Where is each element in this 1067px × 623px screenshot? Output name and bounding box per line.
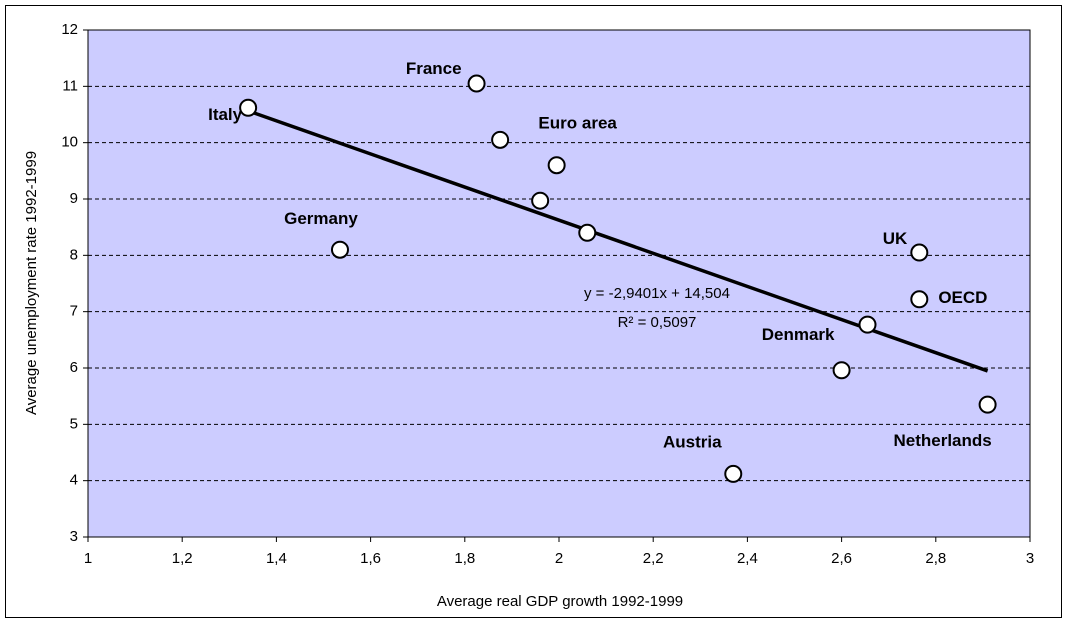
point — [239, 98, 258, 117]
point — [832, 361, 851, 380]
point — [978, 395, 997, 414]
y-tick-label: 5 — [70, 415, 78, 432]
x-axis-title: Average real GDP growth 1992-1999 — [437, 593, 683, 610]
x-tick-label: 1,8 — [454, 550, 475, 567]
point — [531, 191, 550, 210]
y-tick-label: 9 — [70, 190, 78, 207]
x-tick-label: 1 — [84, 550, 92, 567]
y-tick-label: 7 — [70, 303, 78, 320]
y-tick-label: 12 — [61, 21, 78, 38]
point — [858, 315, 877, 334]
point — [491, 130, 510, 149]
point — [724, 464, 743, 483]
x-tick-label: 1,2 — [172, 550, 193, 567]
x-tick-label: 2,6 — [831, 550, 852, 567]
trend-equation: y = -2,9401x + 14,504 — [584, 285, 730, 302]
point-label: OECD — [938, 288, 987, 307]
point — [910, 290, 929, 309]
point-label: Netherlands — [893, 431, 991, 450]
x-tick-label: 1,6 — [360, 550, 381, 567]
y-tick-label: 11 — [62, 77, 78, 94]
point-label: Germany — [284, 209, 358, 228]
x-tick-label: 2,2 — [643, 550, 664, 567]
point — [910, 243, 929, 262]
y-axis-title: Average unemployment rate 1992-1999 — [23, 151, 40, 415]
point — [547, 156, 566, 175]
trend-r-squared: R² = 0,5097 — [618, 314, 697, 331]
y-tick-label: 4 — [70, 472, 78, 489]
point-label: Italy — [208, 105, 243, 124]
x-tick-label: 1,4 — [266, 550, 287, 567]
y-tick-label: 3 — [70, 528, 78, 545]
point — [467, 74, 486, 93]
x-tick-label: 2,8 — [925, 550, 946, 567]
point-label: Euro area — [538, 114, 617, 133]
point-label: Austria — [663, 432, 722, 451]
point-label: UK — [883, 229, 908, 248]
y-tick-label: 10 — [61, 134, 78, 151]
x-tick-label: 2 — [555, 550, 563, 567]
point — [578, 223, 597, 242]
x-tick-label: 3 — [1026, 550, 1034, 567]
point-label: Denmark — [762, 325, 835, 344]
x-tick-label: 2,4 — [737, 550, 758, 567]
y-tick-label: 6 — [70, 359, 78, 376]
point-label: France — [406, 59, 462, 78]
point — [330, 240, 349, 259]
y-tick-label: 8 — [70, 246, 78, 263]
